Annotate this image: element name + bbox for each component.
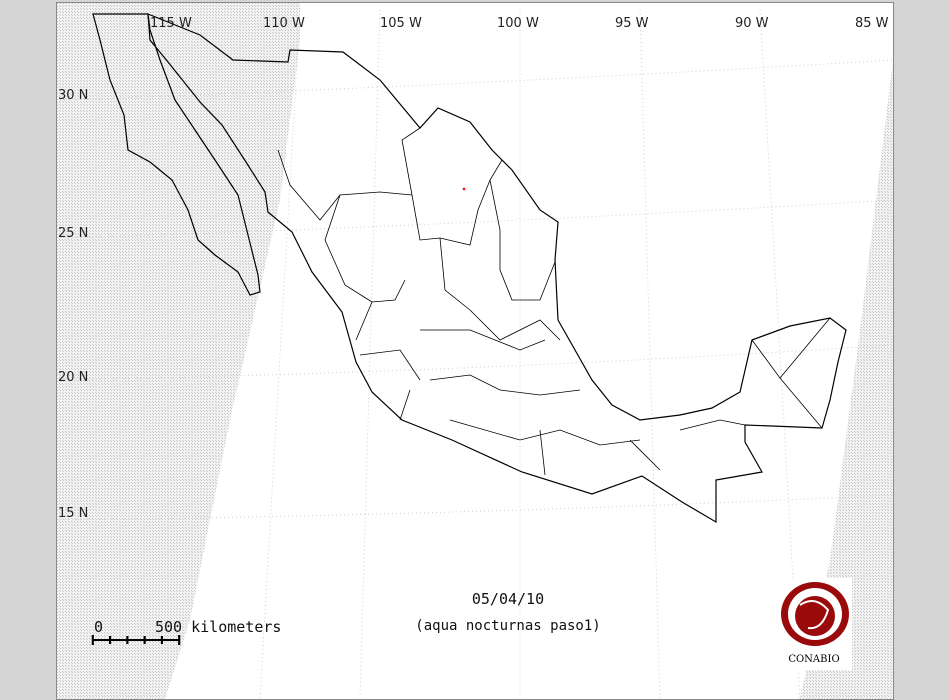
lat-label: 25 N: [58, 226, 88, 241]
country-outline: [92, 13, 847, 524]
conabio-logo: CONABIO: [776, 578, 852, 670]
scale-end: 500 kilometers: [155, 618, 281, 636]
lon-label: 110 W: [263, 16, 305, 31]
state-borders: [277, 127, 831, 476]
lat-label: 30 N: [58, 88, 88, 103]
longitude-labels: 115 W 110 W 105 W 100 W 95 W 90 W 85 W: [150, 16, 889, 31]
scale-bar: 0 500 kilometers: [91, 618, 281, 645]
map-date: 05/04/10: [472, 590, 544, 608]
logo-text: CONABIO: [788, 654, 839, 665]
lon-label: 90 W: [735, 16, 769, 31]
scale-start: 0: [94, 618, 103, 636]
baja-california: [92, 13, 261, 296]
lat-label: 15 N: [58, 506, 88, 521]
no-data-swath-right: [800, 3, 893, 699]
map-subtitle: (aqua nocturnas paso1): [415, 618, 600, 634]
lon-label: 100 W: [497, 16, 539, 31]
no-data-swath-left: [57, 3, 300, 699]
mainland-mexico: [147, 13, 847, 524]
fire-hotspot: [462, 187, 466, 191]
lon-label: 115 W: [150, 16, 192, 31]
lon-label: 105 W: [380, 16, 422, 31]
latitude-labels: 30 N 25 N 20 N 15 N: [58, 88, 88, 521]
graticule: [59, 9, 894, 700]
lat-label: 20 N: [58, 370, 88, 385]
lon-label: 95 W: [615, 16, 649, 31]
lon-label: 85 W: [855, 16, 889, 31]
